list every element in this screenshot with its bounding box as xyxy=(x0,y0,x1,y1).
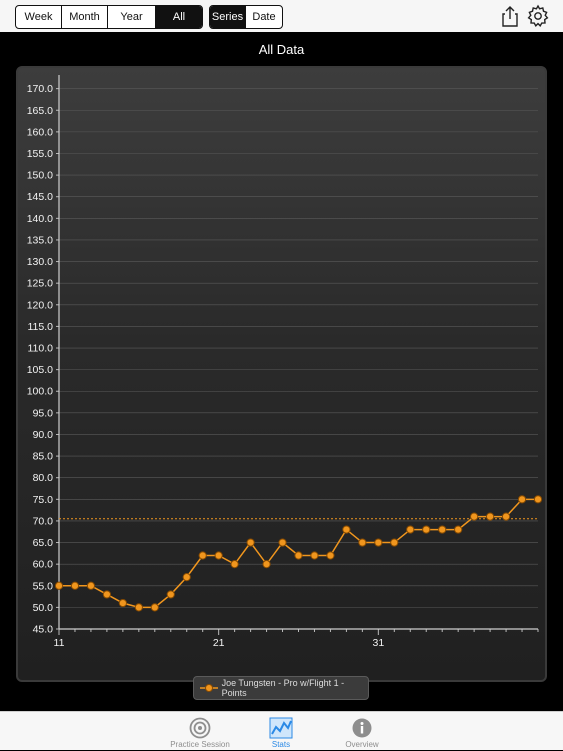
x-tick-label: 11 xyxy=(54,637,65,649)
data-point xyxy=(134,603,143,612)
y-tick-label: 115.0 xyxy=(28,321,54,333)
line-chart: 45.0 50.0 55.0 60.0 65.0 70.0 75.0 80.0 85.0 90.0… xyxy=(27,75,543,649)
data-point xyxy=(198,551,207,560)
y-tick-label: 125.0 xyxy=(27,278,53,290)
data-point xyxy=(517,495,527,504)
y-tick-label: 135.0 xyxy=(27,234,53,246)
segment-week[interactable]: Week xyxy=(16,6,62,28)
target-icon xyxy=(189,717,211,739)
x-tick-label: 21 xyxy=(213,637,225,649)
data-point xyxy=(533,495,543,504)
data-point xyxy=(470,512,479,521)
data-point xyxy=(374,538,383,547)
y-tick-label: 145.0 xyxy=(27,191,53,203)
tab-label: Stats xyxy=(271,740,291,749)
tab-label: Overview xyxy=(345,740,379,749)
data-point xyxy=(422,525,431,534)
segment-month[interactable]: Month xyxy=(62,6,108,28)
y-tick-label: 70.0 xyxy=(33,515,54,527)
data-point xyxy=(182,573,191,582)
y-tick-label: 95.0 xyxy=(33,407,54,419)
data-point xyxy=(438,525,447,534)
y-tick-label: 110.0 xyxy=(28,343,54,355)
data-point xyxy=(326,551,335,560)
data-point xyxy=(342,525,351,534)
y-tick-label: 140.0 xyxy=(27,213,53,225)
segment-all[interactable]: All xyxy=(156,6,202,28)
data-point xyxy=(214,551,223,560)
legend-swatch xyxy=(200,684,218,692)
y-tick-label: 100.0 xyxy=(27,386,53,398)
y-tick-label: 160.0 xyxy=(27,126,53,138)
info-icon xyxy=(352,718,372,738)
y-tick-label: 150.0 xyxy=(27,170,53,182)
data-point xyxy=(230,560,239,569)
data-point xyxy=(118,598,127,608)
chart-legend: Joe Tungsten - Pro w/Flight 1 - Points xyxy=(193,676,369,700)
data-point xyxy=(278,538,287,547)
tab-practice-session[interactable]: Practice Session xyxy=(160,712,240,751)
segment-series[interactable]: Series xyxy=(210,6,246,28)
y-tick-label: 60.0 xyxy=(33,559,54,571)
share-icon[interactable] xyxy=(498,4,522,28)
tab-overview[interactable]: Overview xyxy=(322,712,402,751)
y-tick-label: 75.0 xyxy=(33,494,54,506)
data-point xyxy=(246,538,255,547)
data-point xyxy=(454,525,463,534)
segment-date[interactable]: Date xyxy=(252,11,276,23)
x-tick-label: 31 xyxy=(372,637,384,649)
data-point xyxy=(390,538,399,547)
y-tick-label: 165.0 xyxy=(27,105,53,117)
gear-icon[interactable] xyxy=(526,4,550,28)
y-tick-label: 120.0 xyxy=(27,299,53,311)
y-tick-label: 50.0 xyxy=(33,602,54,614)
data-point xyxy=(54,581,64,590)
data-point xyxy=(501,512,511,521)
chart-icon xyxy=(269,717,293,739)
data-point xyxy=(262,560,271,569)
data-point xyxy=(86,581,96,590)
y-tick-label: 90.0 xyxy=(33,429,54,441)
y-tick-label: 170.0 xyxy=(27,83,53,95)
y-tick-label: 105.0 xyxy=(27,364,53,376)
y-tick-label: 65.0 xyxy=(33,537,54,549)
segment-year[interactable]: Year xyxy=(108,6,156,28)
data-point xyxy=(166,590,175,599)
page-title: All Data xyxy=(258,41,305,57)
range-segmented-control: Week Month Year All xyxy=(15,5,203,29)
data-point xyxy=(406,525,415,534)
y-tick-label: 45.0 xyxy=(33,624,54,636)
y-tick-label: 85.0 xyxy=(33,451,54,463)
tab-stats[interactable]: Stats xyxy=(241,712,321,751)
tab-label: Practice Session xyxy=(170,740,230,749)
legend-label: Joe Tungsten - Pro w/Flight 1 - Points xyxy=(221,678,345,698)
data-point xyxy=(70,581,80,590)
data-point xyxy=(310,551,319,560)
tab-bar: Practice Session Stats Overview xyxy=(0,711,563,750)
data-point xyxy=(294,551,303,560)
data-point xyxy=(486,512,495,521)
data-point xyxy=(150,603,159,612)
y-tick-label: 130.0 xyxy=(27,256,53,268)
y-tick-label: 80.0 xyxy=(33,472,54,484)
chart-panel: 45.0 50.0 55.0 60.0 65.0 70.0 75.0 80.0 85.0 90.0… xyxy=(16,66,547,682)
top-toolbar: Week Month Year All Series Date xyxy=(0,0,563,32)
data-point xyxy=(102,590,112,599)
data-point xyxy=(358,538,367,547)
y-tick-label: 155.0 xyxy=(27,148,53,160)
view-segmented-control: Series Date xyxy=(209,5,283,29)
y-tick-label: 55.0 xyxy=(33,580,54,592)
